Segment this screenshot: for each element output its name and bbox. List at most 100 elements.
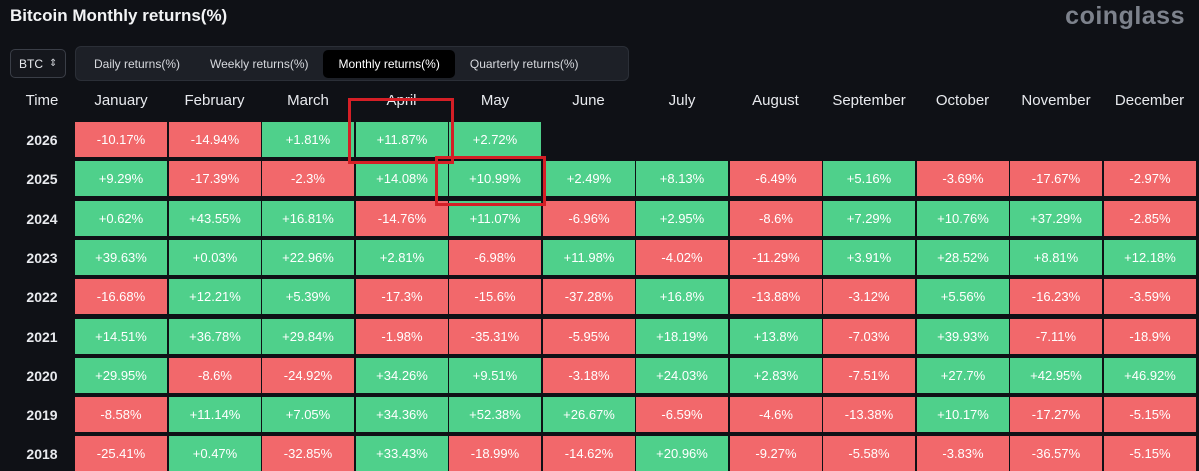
coinglass-logo: coinglass: [1065, 2, 1185, 30]
return-cell-2018-february: +0.47%: [169, 436, 261, 471]
return-cell-2018-august: -9.27%: [730, 436, 822, 471]
return-cell-2023-may: -6.98%: [449, 240, 541, 275]
column-header-september: September: [832, 91, 906, 109]
return-cell-2020-january: +29.95%: [75, 358, 167, 393]
return-cell-2021-july: +18.19%: [636, 319, 728, 354]
return-cell-2025-december: -2.97%: [1104, 161, 1196, 196]
return-cell-2023-august: -11.29%: [730, 240, 822, 275]
return-cell-2023-february: +0.03%: [169, 240, 261, 275]
tab-weekly-returns[interactable]: Weekly returns(%): [210, 56, 309, 71]
return-cell-2018-january: -25.41%: [75, 436, 167, 471]
asset-select-value: BTC: [19, 56, 43, 71]
return-cell-2019-april: +34.36%: [356, 397, 448, 432]
return-cell-2024-january: +0.62%: [75, 201, 167, 236]
return-cell-2020-november: +42.95%: [1010, 358, 1102, 393]
return-cell-2018-september: -5.58%: [823, 436, 915, 471]
return-cell-2021-january: +14.51%: [75, 319, 167, 354]
return-cell-2026-april: +11.87%: [356, 122, 448, 157]
return-cell-2019-march: +7.05%: [262, 397, 354, 432]
return-cell-2026-march: +1.81%: [262, 122, 354, 157]
column-header-november: November: [1021, 91, 1091, 109]
return-cell-2020-october: +27.7%: [917, 358, 1009, 393]
return-cell-2025-february: -17.39%: [169, 161, 261, 196]
return-cell-2024-march: +16.81%: [262, 201, 354, 236]
column-header-october: October: [935, 91, 990, 109]
return-cell-2024-may: +11.07%: [449, 201, 541, 236]
return-cell-2018-march: -32.85%: [262, 436, 354, 471]
return-cell-2025-june: +2.49%: [543, 161, 635, 196]
return-cell-2023-december: +12.18%: [1104, 240, 1196, 275]
asset-select[interactable]: BTC ⇕: [10, 49, 66, 78]
return-cell-2022-april: -17.3%: [356, 279, 448, 314]
return-cell-2026-january: -10.17%: [75, 122, 167, 157]
return-cell-2018-october: -3.83%: [917, 436, 1009, 471]
return-cell-2024-october: +10.76%: [917, 201, 1009, 236]
return-cell-2020-december: +46.92%: [1104, 358, 1196, 393]
return-cell-2025-november: -17.67%: [1010, 161, 1102, 196]
return-cell-2021-february: +36.78%: [169, 319, 261, 354]
page-title: Bitcoin Monthly returns(%): [10, 6, 228, 25]
return-cell-2019-december: -5.15%: [1104, 397, 1196, 432]
return-cell-2021-june: -5.95%: [543, 319, 635, 354]
return-cell-2019-october: +10.17%: [917, 397, 1009, 432]
return-cell-2021-april: -1.98%: [356, 319, 448, 354]
return-cell-2025-august: -6.49%: [730, 161, 822, 196]
return-cell-2024-june: -6.96%: [543, 201, 635, 236]
return-cell-2023-november: +8.81%: [1010, 240, 1102, 275]
return-cell-2021-november: -7.11%: [1010, 319, 1102, 354]
row-year-2021: 2021: [26, 328, 58, 345]
return-cell-2022-october: +5.56%: [917, 279, 1009, 314]
return-cell-2025-january: +9.29%: [75, 161, 167, 196]
return-cell-2022-may: -15.6%: [449, 279, 541, 314]
return-cell-2018-december: -5.15%: [1104, 436, 1196, 471]
return-cell-2019-february: +11.14%: [169, 397, 261, 432]
return-cell-2024-september: +7.29%: [823, 201, 915, 236]
return-cell-2022-february: +12.21%: [169, 279, 261, 314]
return-cell-2018-july: +20.96%: [636, 436, 728, 471]
tab-monthly-returns[interactable]: Monthly returns(%): [323, 49, 455, 78]
row-year-2020: 2020: [26, 367, 58, 384]
row-year-2018: 2018: [26, 445, 58, 462]
column-header-december: December: [1114, 91, 1185, 109]
return-cell-2018-november: -36.57%: [1010, 436, 1102, 471]
return-cell-2023-july: -4.02%: [636, 240, 728, 275]
return-cell-2020-june: -3.18%: [543, 358, 635, 393]
return-cell-2023-october: +28.52%: [917, 240, 1009, 275]
return-cell-2022-june: -37.28%: [543, 279, 635, 314]
period-tabs: Daily returns(%) Weekly returns(%) Month…: [75, 46, 629, 81]
return-cell-2019-july: -6.59%: [636, 397, 728, 432]
return-cell-2019-january: -8.58%: [75, 397, 167, 432]
return-cell-2019-september: -13.38%: [823, 397, 915, 432]
return-cell-2024-november: +37.29%: [1010, 201, 1102, 236]
return-cell-2021-september: -7.03%: [823, 319, 915, 354]
column-header-time: Time: [25, 91, 59, 109]
return-cell-2023-september: +3.91%: [823, 240, 915, 275]
return-cell-2025-september: +5.16%: [823, 161, 915, 196]
return-cell-2024-february: +43.55%: [169, 201, 261, 236]
return-cell-2022-november: -16.23%: [1010, 279, 1102, 314]
return-cell-2022-september: -3.12%: [823, 279, 915, 314]
return-cell-2019-august: -4.6%: [730, 397, 822, 432]
column-header-may: May: [480, 91, 510, 109]
return-cell-2018-april: +33.43%: [356, 436, 448, 471]
return-cell-2021-august: +13.8%: [730, 319, 822, 354]
return-cell-2023-january: +39.63%: [75, 240, 167, 275]
tab-quarterly-returns[interactable]: Quarterly returns(%): [469, 56, 579, 71]
return-cell-2025-october: -3.69%: [917, 161, 1009, 196]
column-header-february: February: [184, 91, 245, 109]
row-year-2024: 2024: [26, 210, 58, 227]
return-cell-2020-march: -24.92%: [262, 358, 354, 393]
tab-daily-returns[interactable]: Daily returns(%): [94, 56, 181, 71]
return-cell-2025-july: +8.13%: [636, 161, 728, 196]
column-header-june: June: [572, 91, 605, 109]
column-header-april: April: [386, 91, 417, 109]
return-cell-2021-march: +29.84%: [262, 319, 354, 354]
return-cell-2019-november: -17.27%: [1010, 397, 1102, 432]
column-header-march: March: [287, 91, 329, 109]
column-header-january: January: [94, 91, 148, 109]
return-cell-2022-march: +5.39%: [262, 279, 354, 314]
return-cell-2018-june: -14.62%: [543, 436, 635, 471]
column-header-july: July: [668, 91, 696, 109]
return-cell-2019-june: +26.67%: [543, 397, 635, 432]
return-cell-2020-april: +34.26%: [356, 358, 448, 393]
